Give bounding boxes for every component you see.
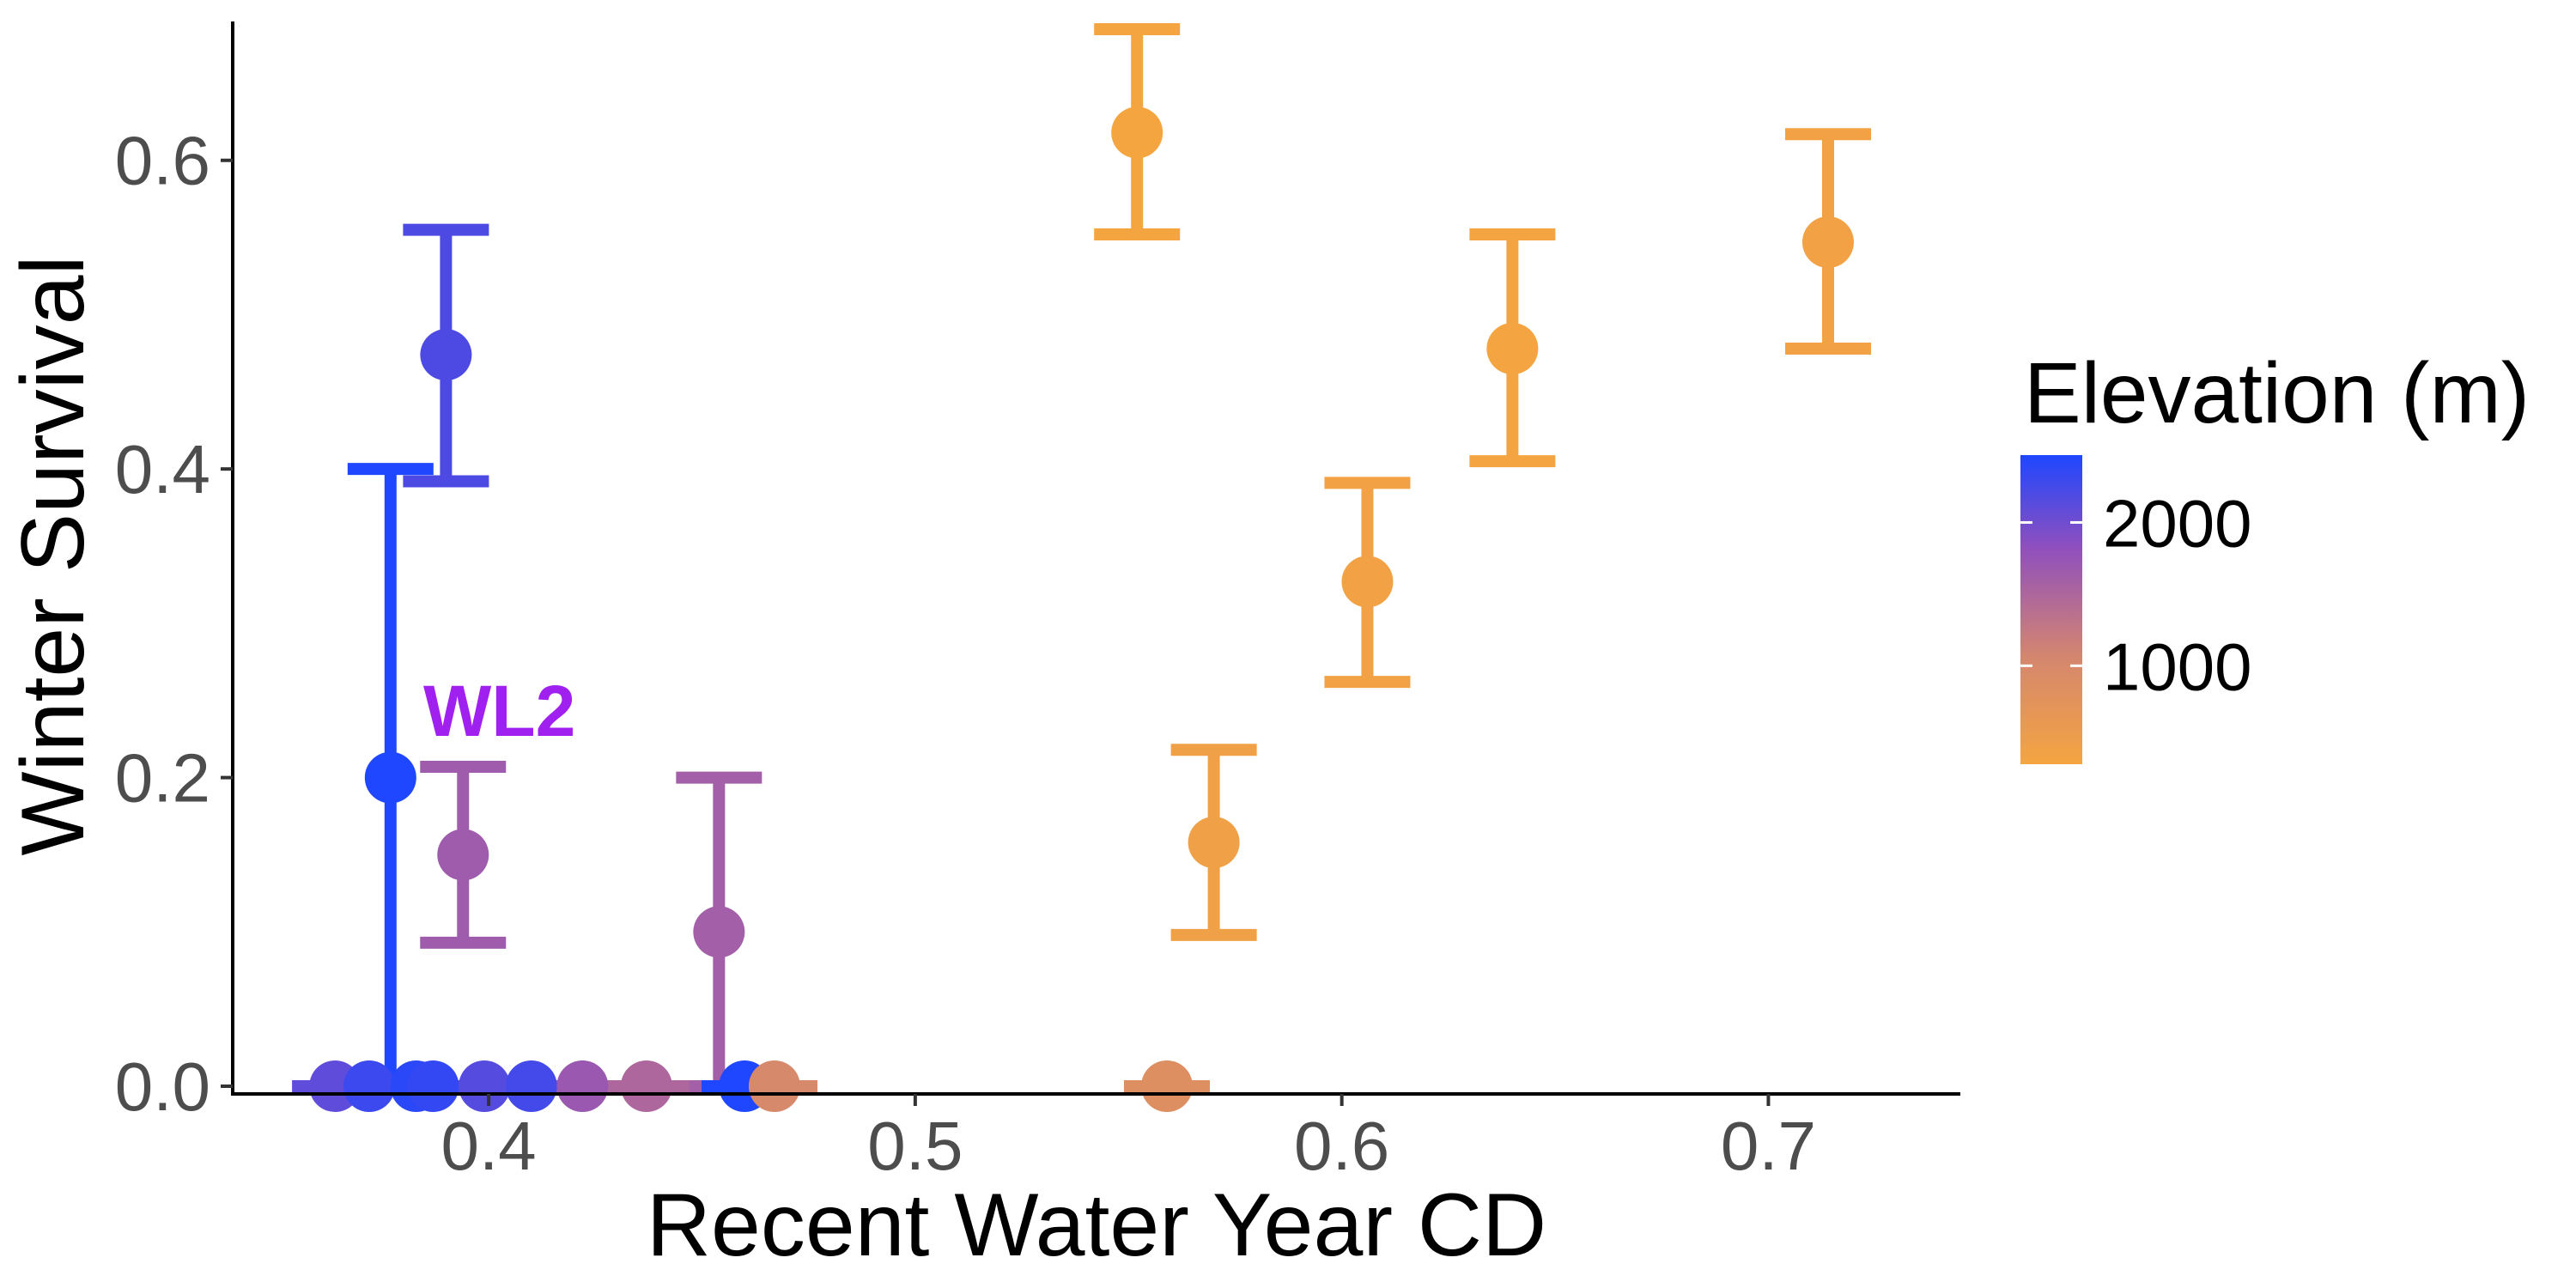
y-tick-label: 0.0 <box>115 1048 210 1125</box>
x-tick-label: 0.7 <box>1721 1108 1816 1184</box>
x-axis-title: Recent Water Year CD <box>647 1176 1546 1275</box>
data-point <box>556 1060 609 1113</box>
x-tick-label: 0.4 <box>440 1108 536 1184</box>
x-tick-label: 0.6 <box>1294 1108 1389 1184</box>
colorbar-label: 2000 <box>2103 485 2252 561</box>
legend: Elevation (m) 2000 1000 <box>2020 345 2530 764</box>
data-point <box>1140 1060 1193 1113</box>
data-point <box>420 329 472 381</box>
data-layer <box>292 22 1871 1113</box>
ticks-layer: 0.4 0.5 0.6 0.7 0.0 0.2 0.4 0.6 <box>115 123 1816 1184</box>
data-point <box>343 1060 395 1113</box>
data-point <box>1801 216 1854 268</box>
data-point <box>437 829 489 881</box>
data-point <box>364 751 416 804</box>
legend-colorbar <box>2020 455 2082 764</box>
colorbar-label: 1000 <box>2103 629 2252 704</box>
data-point <box>407 1060 459 1113</box>
legend-title: Elevation (m) <box>2024 345 2530 441</box>
data-point <box>1188 817 1240 869</box>
y-tick-label: 0.6 <box>115 123 210 199</box>
legend-ticks: 2000 1000 <box>2020 485 2252 704</box>
data-point <box>1486 322 1539 374</box>
data-point <box>1111 106 1163 159</box>
data-point <box>620 1060 672 1113</box>
data-point <box>748 1060 800 1113</box>
y-tick-label: 0.2 <box>115 740 210 817</box>
data-point <box>693 906 745 958</box>
data-point <box>1341 556 1394 608</box>
y-tick-label: 0.4 <box>115 431 210 507</box>
y-axis-title: Winter Survival <box>3 255 103 855</box>
data-point <box>459 1060 511 1113</box>
x-tick-label: 0.5 <box>867 1108 963 1184</box>
data-point <box>505 1060 557 1113</box>
wl2-annotation: WL2 <box>423 671 575 751</box>
